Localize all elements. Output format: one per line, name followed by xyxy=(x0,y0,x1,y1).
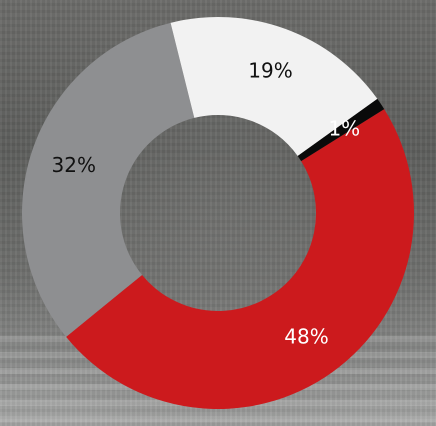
slice-label-48: 48% xyxy=(284,325,328,349)
slice-labels: 48% 32% 19% 1% xyxy=(52,58,361,348)
donut-slice-48 xyxy=(66,109,415,410)
slice-label-19: 19% xyxy=(248,58,292,82)
donut-slices xyxy=(21,17,415,410)
donut-slice-19 xyxy=(170,17,378,156)
slice-label-1: 1% xyxy=(328,116,360,140)
donut-slice-32 xyxy=(21,22,195,337)
donut-slice-1 xyxy=(297,98,385,162)
slice-label-32: 32% xyxy=(52,153,96,177)
